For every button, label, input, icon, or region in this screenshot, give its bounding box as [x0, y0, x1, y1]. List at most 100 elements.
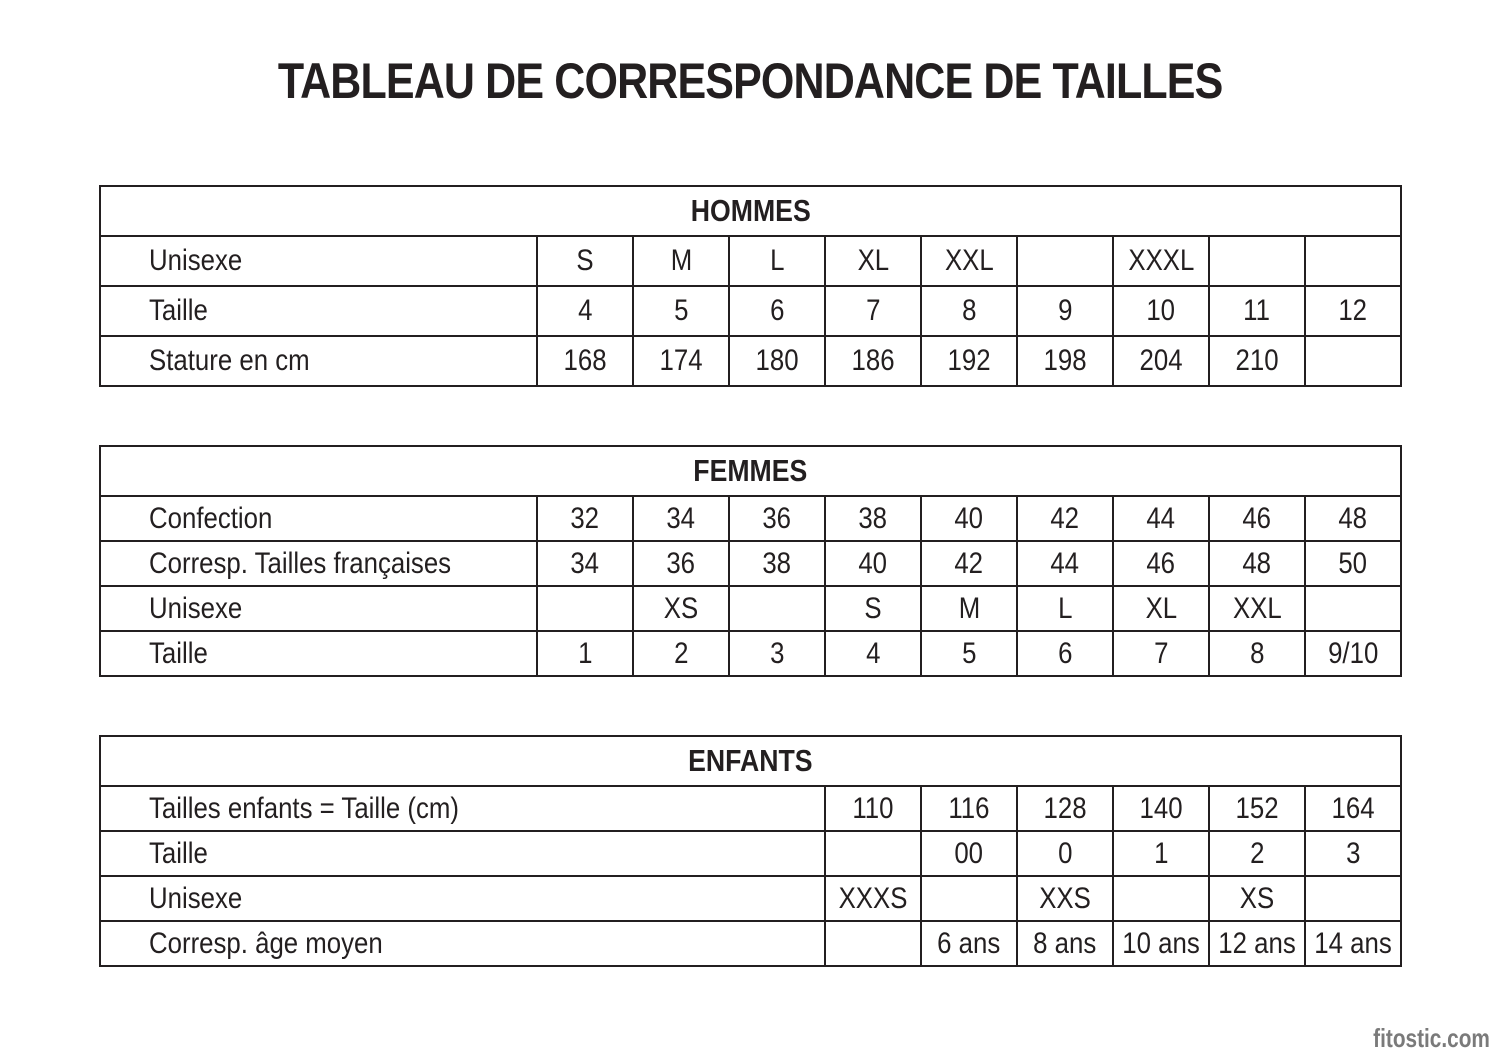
table-cell: 2 — [632, 630, 730, 677]
page-title: TABLEAU DE CORRESPONDANCE DE TAILLES — [277, 53, 1223, 109]
table-cell — [1112, 875, 1210, 922]
table-row: Confection 32 34 36 38 40 42 44 46 48 — [99, 495, 1403, 542]
table-cell: 6 — [1016, 630, 1114, 677]
table-row: Unisexe S M L XL XXL XXXL — [99, 235, 1403, 287]
table-cell: XXS — [1016, 875, 1114, 922]
table-femmes: FEMMES Confection 32 34 36 38 40 42 44 46 48 Corres… — [98, 445, 1403, 677]
table-row: Corresp. Tailles françaises 34 36 38 40 42 44 4… — [99, 540, 1403, 587]
table-cell: 42 — [1016, 495, 1114, 542]
table-cell: 50 — [1303, 540, 1403, 587]
table-cell: 44 — [1112, 495, 1210, 542]
table-cell: M — [920, 585, 1018, 632]
table-cell: 8 — [920, 285, 1018, 337]
row-label: Unisexe — [99, 875, 826, 922]
table-cell: 48 — [1303, 495, 1403, 542]
table-cell: 5 — [920, 630, 1018, 677]
table-row: Corresp. âge moyen 6 ans 8 ans 10 ans 12 ans… — [99, 920, 1403, 967]
table-cell: 210 — [1208, 335, 1306, 387]
table-cell: 44 — [1016, 540, 1114, 587]
table-cell: 42 — [920, 540, 1018, 587]
table-cell: XXL — [1208, 585, 1306, 632]
table-cell: 174 — [632, 335, 730, 387]
table-cell: XS — [1208, 875, 1306, 922]
table-cell — [536, 585, 634, 632]
table-cell: 46 — [1112, 540, 1210, 587]
table-cell: S — [536, 235, 634, 287]
table-cell: 128 — [1016, 785, 1114, 832]
table-cell: XXXS — [824, 875, 922, 922]
table-cell: 7 — [824, 285, 922, 337]
table-row: Taille 4 5 6 7 8 9 10 11 12 — [99, 285, 1403, 337]
table-cell — [1016, 235, 1114, 287]
table-header-row: HOMMES — [98, 185, 1403, 237]
table-cell: 12 ans — [1208, 920, 1306, 967]
table-cell: 36 — [632, 540, 730, 587]
table-cell: 1 — [536, 630, 634, 677]
table-cell: 168 — [536, 335, 634, 387]
row-label: Corresp. âge moyen — [99, 920, 826, 967]
table-cell: 3 — [1303, 830, 1403, 877]
row-label: Taille — [99, 630, 538, 677]
table-cell: 11 — [1208, 285, 1306, 337]
table-cell: L — [1016, 585, 1114, 632]
table-cell — [920, 875, 1018, 922]
table-cell: 00 — [920, 830, 1018, 877]
table-cell: XXXL — [1112, 235, 1210, 287]
table-cell: 10 ans — [1112, 920, 1210, 967]
table-cell: 38 — [824, 495, 922, 542]
table-cell: L — [728, 235, 826, 287]
table-cell: 34 — [632, 495, 730, 542]
table-row: Taille 1 2 3 4 5 6 7 8 9/10 — [99, 630, 1403, 677]
table-cell: 164 — [1303, 785, 1403, 832]
table-cell — [1303, 235, 1403, 287]
table-row: Stature en cm 168 174 180 186 192 198 204 210 — [99, 335, 1403, 387]
table-cell: 3 — [728, 630, 826, 677]
table-cell: 8 — [1208, 630, 1306, 677]
watermark: fitostic.com — [1373, 1023, 1490, 1053]
table-cell: 12 — [1303, 285, 1403, 337]
row-label: Unisexe — [99, 235, 538, 287]
table-cell: XL — [1112, 585, 1210, 632]
table-cell: 9/10 — [1303, 630, 1403, 677]
table-hommes: HOMMES Unisexe S M L XL XXL XXXL Taille 4 5 6 7 8 9 10 1… — [98, 185, 1403, 387]
table-cell: 198 — [1016, 335, 1114, 387]
table-header: HOMMES — [98, 185, 1403, 237]
table-cell: 6 ans — [920, 920, 1018, 967]
table-cell: 192 — [920, 335, 1018, 387]
table-row: Unisexe XXXS XXS XS — [99, 875, 1403, 922]
row-label: Unisexe — [99, 585, 538, 632]
table-cell: XXL — [920, 235, 1018, 287]
table-cell — [824, 920, 922, 967]
table-cell: 40 — [824, 540, 922, 587]
table-row: Unisexe XS S M L XL XXL — [99, 585, 1403, 632]
table-enfants: ENFANTS Tailles enfants = Taille (cm) 110 1… — [98, 735, 1403, 967]
table-cell: 180 — [728, 335, 826, 387]
table-cell: 36 — [728, 495, 826, 542]
row-label: Taille — [99, 830, 826, 877]
table-row: Taille 00 0 1 2 3 — [99, 830, 1403, 877]
table-cell: 8 ans — [1016, 920, 1114, 967]
table-header: FEMMES — [98, 445, 1403, 497]
table-cell: 32 — [536, 495, 634, 542]
table-cell: 152 — [1208, 785, 1306, 832]
table-cell — [824, 830, 922, 877]
table-cell: 40 — [920, 495, 1018, 542]
table-cell: 6 — [728, 285, 826, 337]
table-cell: 204 — [1112, 335, 1210, 387]
table-header-row: FEMMES — [98, 445, 1403, 497]
table-header: ENFANTS — [98, 735, 1403, 787]
table-cell: 38 — [728, 540, 826, 587]
table-cell: 10 — [1112, 285, 1210, 337]
row-label: Confection — [99, 495, 538, 542]
table-cell: 46 — [1208, 495, 1306, 542]
table-cell — [1303, 875, 1403, 922]
table-cell: 0 — [1016, 830, 1114, 877]
table-cell — [728, 585, 826, 632]
table-cell: 116 — [920, 785, 1018, 832]
table-cell: 7 — [1112, 630, 1210, 677]
table-cell: 140 — [1112, 785, 1210, 832]
table-cell: 5 — [632, 285, 730, 337]
row-label: Stature en cm — [99, 335, 538, 387]
table-cell: M — [632, 235, 730, 287]
row-label: Corresp. Tailles françaises — [99, 540, 538, 587]
